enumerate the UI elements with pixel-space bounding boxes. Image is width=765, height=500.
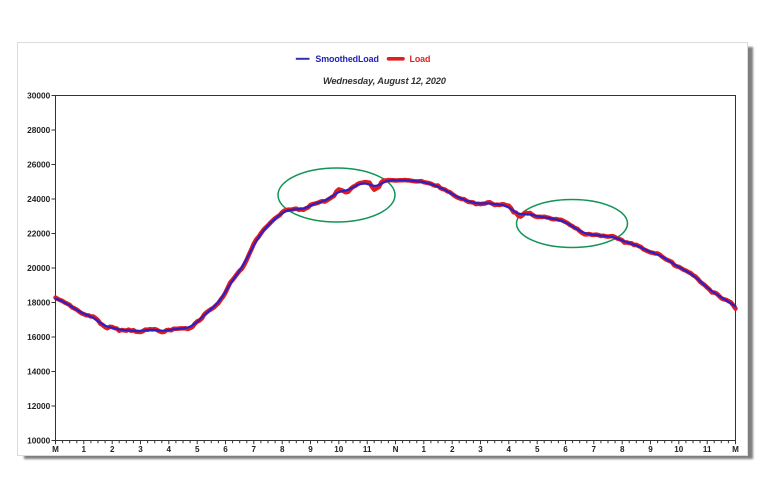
svg-text:4: 4 [167, 445, 172, 454]
svg-text:10000: 10000 [27, 435, 50, 445]
svg-text:2: 2 [450, 445, 455, 454]
svg-text:9: 9 [308, 445, 313, 454]
svg-text:5: 5 [535, 445, 540, 454]
svg-text:9: 9 [648, 445, 653, 454]
svg-text:8: 8 [280, 445, 285, 454]
svg-text:22000: 22000 [27, 228, 50, 238]
svg-text:24000: 24000 [27, 194, 50, 204]
svg-text:5: 5 [195, 445, 200, 454]
svg-text:10: 10 [334, 445, 344, 454]
svg-text:Load: Load [410, 54, 431, 64]
svg-text:3: 3 [138, 445, 143, 454]
svg-text:6: 6 [223, 445, 228, 454]
svg-text:Wednesday, August 12, 2020: Wednesday, August 12, 2020 [323, 76, 447, 86]
svg-text:SmoothedLoad: SmoothedLoad [315, 54, 378, 64]
svg-text:M: M [52, 445, 59, 454]
svg-text:10: 10 [674, 445, 684, 454]
svg-text:11: 11 [703, 445, 712, 454]
svg-text:16000: 16000 [27, 332, 50, 342]
svg-text:1: 1 [422, 445, 427, 454]
svg-text:12000: 12000 [27, 401, 50, 411]
svg-text:20000: 20000 [27, 263, 50, 273]
svg-text:26000: 26000 [27, 159, 50, 169]
svg-text:2: 2 [110, 445, 115, 454]
svg-text:11: 11 [363, 445, 372, 454]
svg-text:30000: 30000 [27, 90, 50, 100]
svg-text:7: 7 [252, 445, 257, 454]
svg-text:3: 3 [478, 445, 483, 454]
svg-text:1: 1 [82, 445, 87, 454]
svg-text:N: N [393, 445, 399, 454]
svg-text:M: M [732, 445, 739, 454]
svg-text:14000: 14000 [27, 366, 50, 376]
svg-text:8: 8 [620, 445, 625, 454]
svg-text:28000: 28000 [27, 125, 50, 135]
svg-text:6: 6 [563, 445, 568, 454]
svg-text:18000: 18000 [27, 297, 50, 307]
svg-text:7: 7 [592, 445, 597, 454]
svg-text:4: 4 [507, 445, 512, 454]
